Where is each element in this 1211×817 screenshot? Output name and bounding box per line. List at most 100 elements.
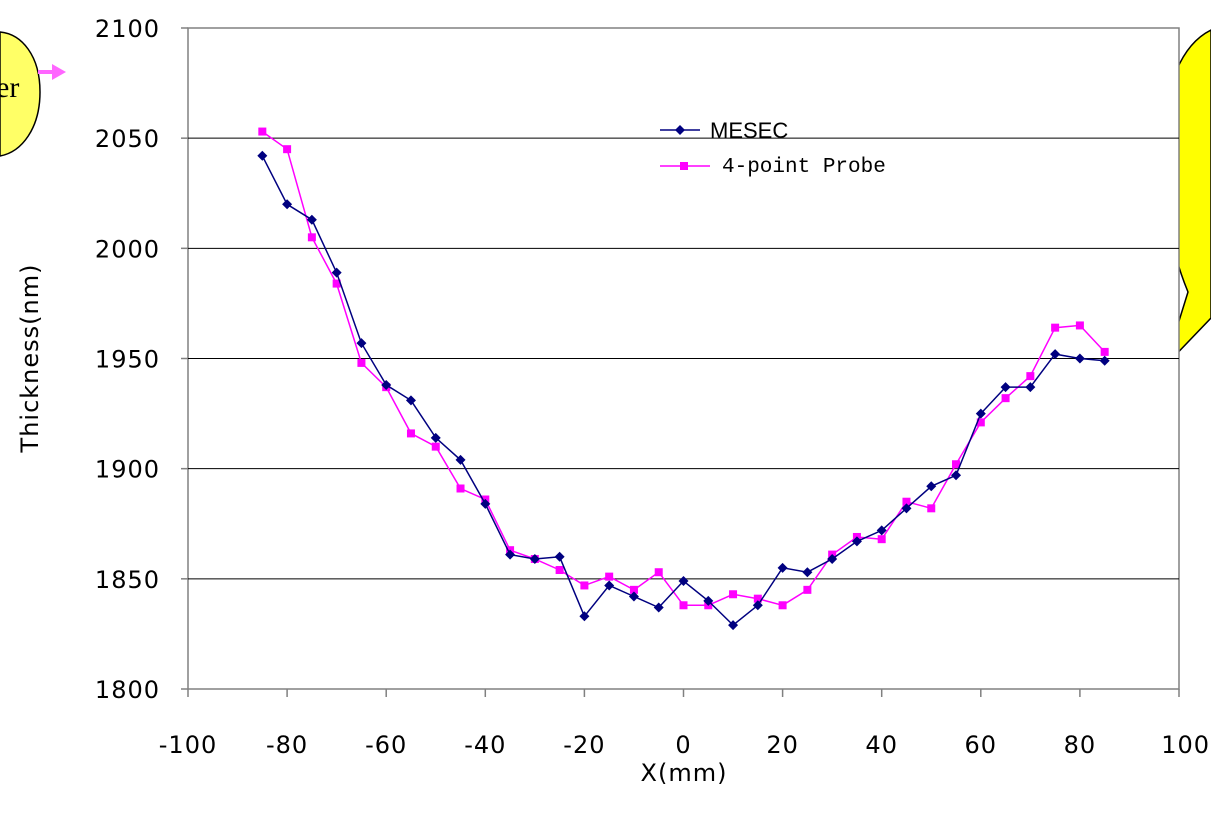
x-tick-label: -60: [365, 731, 407, 759]
data-point: [1000, 382, 1011, 393]
y-tick-label: 1800: [95, 676, 160, 704]
x-tick-label: -80: [266, 731, 308, 759]
left-callout-arrow-head: [52, 64, 66, 80]
data-point: [455, 454, 466, 465]
data-point: [283, 145, 292, 154]
data-point: [1074, 353, 1085, 364]
data-point: [827, 554, 838, 565]
data-point: [728, 620, 739, 631]
x-axis-title: X(mm): [641, 759, 728, 787]
data-point: [629, 585, 638, 594]
data-point: [554, 551, 565, 562]
series-layer: [257, 127, 1110, 631]
data-point: [357, 358, 366, 367]
data-point: [803, 585, 812, 594]
left-callout: er: [0, 31, 66, 157]
data-point: [1050, 349, 1061, 360]
data-point: [753, 594, 762, 603]
data-point: [703, 595, 714, 606]
data-point: [456, 484, 465, 493]
data-point: [430, 432, 441, 443]
data-point: [381, 379, 392, 390]
data-point: [902, 497, 911, 506]
x-tick-label: -20: [563, 731, 605, 759]
legend-label-4-point-probe: 4-point Probe: [722, 156, 886, 179]
data-point: [654, 568, 663, 577]
data-point: [1099, 355, 1110, 366]
data-point: [332, 279, 341, 288]
data-point: [1100, 347, 1109, 356]
data-point: [406, 429, 415, 438]
data-point: [480, 498, 491, 509]
data-point: [976, 418, 985, 427]
data-point: [952, 460, 961, 469]
y-tick-label: 2050: [95, 125, 160, 153]
legend-item-mesec: MESEC: [660, 118, 788, 143]
data-point: [877, 535, 886, 544]
data-point: [1001, 394, 1010, 403]
legend-marker-4-point-probe: [680, 162, 688, 170]
data-point: [901, 503, 912, 514]
data-point: [729, 590, 738, 599]
data-point: [306, 214, 317, 225]
legend: MESEC 4-point Probe: [660, 118, 886, 179]
data-point: [579, 611, 590, 622]
legend-item-4-point-probe: 4-point Probe: [660, 156, 886, 179]
data-point: [405, 395, 416, 406]
left-callout-bubble: [0, 31, 41, 157]
data-point: [1026, 372, 1035, 381]
data-point: [257, 150, 268, 161]
data-point: [802, 567, 813, 578]
data-point: [331, 267, 342, 278]
y-tick-label: 2100: [95, 15, 160, 43]
gridlines: [188, 137, 1179, 580]
y-tick-label: 1950: [95, 346, 160, 374]
data-point: [678, 576, 689, 587]
data-point: [951, 470, 962, 481]
data-point: [604, 580, 615, 591]
data-point: [282, 199, 293, 210]
y-axis-title: Thickness(nm): [16, 264, 44, 454]
legend-label-mesec: MESEC: [710, 118, 788, 143]
data-point: [777, 562, 788, 573]
y-tick-label: 1850: [95, 566, 160, 594]
x-tick-label: 80: [1064, 731, 1097, 759]
x-tick-label: -40: [464, 731, 506, 759]
x-tick-label: 60: [965, 731, 998, 759]
data-point: [975, 408, 986, 419]
series-mesec: [257, 150, 1110, 631]
data-point: [505, 549, 516, 560]
data-point: [529, 554, 540, 565]
data-point: [307, 233, 316, 242]
data-point: [752, 600, 763, 611]
x-axis: -100 -80 -60 -40 -20 0 20 40 60 80 100: [159, 689, 1210, 759]
data-point: [876, 525, 887, 536]
y-axis: 1800 1850 1900 1950 2000 2050 2100: [95, 15, 188, 704]
data-point: [778, 601, 787, 610]
x-tick-label: 20: [766, 731, 799, 759]
data-point: [605, 572, 614, 581]
x-tick-label: 100: [1161, 731, 1210, 759]
data-point: [258, 127, 267, 136]
data-point: [431, 442, 440, 451]
data-point: [555, 566, 564, 575]
data-point: [851, 536, 862, 547]
data-point: [653, 602, 664, 613]
data-point: [580, 581, 589, 590]
data-point: [1075, 321, 1084, 330]
y-tick-label: 2000: [95, 235, 160, 263]
legend-marker-mesec: [675, 125, 685, 135]
data-point: [356, 338, 367, 349]
y-tick-label: 1900: [95, 456, 160, 484]
data-point: [679, 601, 688, 610]
left-callout-text: er: [0, 71, 19, 104]
x-tick-label: 0: [675, 731, 691, 759]
data-point: [1025, 382, 1036, 393]
data-point: [1051, 323, 1060, 332]
data-point: [927, 504, 936, 513]
x-tick-label: 40: [865, 731, 898, 759]
data-point: [628, 591, 639, 602]
x-tick-label: -100: [159, 731, 217, 759]
data-point: [926, 481, 937, 492]
